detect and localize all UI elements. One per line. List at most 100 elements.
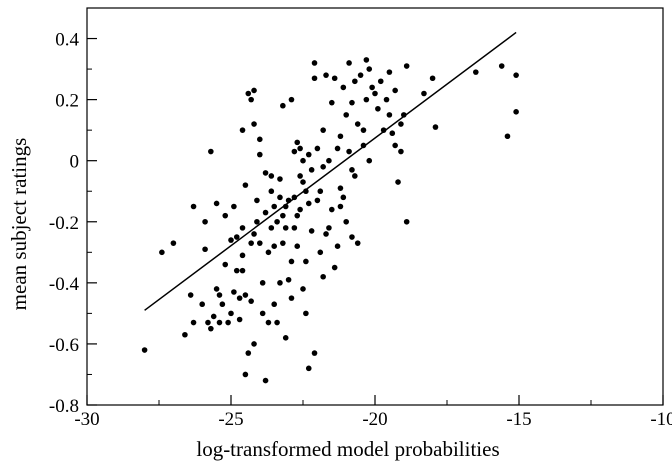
plot-area: -30 -25 -20 -15 -10 -0.8 -0.6 -0.4 -0.2 0 0.2 0.4 <box>49 7 672 430</box>
x-axis-ticks: -30 -25 -20 -15 -10 <box>74 395 672 430</box>
data-point <box>300 286 306 292</box>
data-point <box>340 84 347 91</box>
data-point <box>239 225 246 231</box>
data-point <box>308 167 315 173</box>
data-point <box>320 273 326 280</box>
y-tick-label: -0.2 <box>49 213 79 234</box>
data-point <box>242 292 249 298</box>
y-tick-label: 0.2 <box>55 91 79 112</box>
data-point <box>392 87 398 94</box>
data-point <box>190 319 197 326</box>
y-tick-label: 0.4 <box>55 30 79 51</box>
x-tick-label: -30 <box>74 409 99 430</box>
data-point <box>392 142 398 149</box>
data-point <box>265 249 272 256</box>
data-point <box>300 179 306 185</box>
data-point <box>498 63 505 69</box>
data-point <box>513 109 519 115</box>
data-point <box>375 105 381 112</box>
x-tick-label: -10 <box>650 409 672 430</box>
x-tick-label: -15 <box>506 409 531 430</box>
data-point <box>326 225 332 231</box>
data-point <box>274 218 280 225</box>
data-point <box>248 96 254 103</box>
x-tick-label: -25 <box>218 409 243 430</box>
data-point <box>389 130 396 137</box>
data-point <box>331 75 338 82</box>
data-point <box>251 87 257 94</box>
data-point <box>277 194 283 201</box>
data-point <box>346 60 352 66</box>
data-point <box>233 267 240 274</box>
data-point <box>216 319 223 326</box>
data-point <box>386 112 393 118</box>
data-point <box>305 151 312 158</box>
data-point <box>291 148 298 155</box>
data-point <box>259 280 266 286</box>
data-point <box>377 78 384 85</box>
data-point <box>202 246 208 253</box>
data-point <box>233 234 240 240</box>
data-point <box>291 225 298 231</box>
data-point <box>337 185 344 191</box>
data-point <box>285 276 292 283</box>
data-point <box>239 127 246 133</box>
data-point <box>202 218 208 225</box>
data-point <box>294 139 301 146</box>
data-point <box>334 243 341 249</box>
data-point <box>216 292 223 298</box>
data-point <box>311 350 318 356</box>
data-point <box>346 148 352 155</box>
data-point <box>317 188 324 195</box>
data-point <box>268 173 275 179</box>
data-point <box>308 228 315 234</box>
data-point <box>262 170 269 176</box>
data-point <box>305 365 312 372</box>
data-point <box>357 72 364 78</box>
data-point <box>340 194 347 201</box>
data-point <box>383 96 390 103</box>
data-point <box>274 319 280 326</box>
data-point <box>432 124 439 130</box>
data-point <box>513 72 519 78</box>
data-point <box>343 218 350 225</box>
data-point <box>282 225 289 231</box>
data-point <box>222 212 229 219</box>
data-point <box>187 292 194 298</box>
data-point <box>208 325 214 332</box>
data-point <box>352 78 358 85</box>
data-point <box>320 127 326 133</box>
data-point <box>300 157 306 164</box>
data-point <box>294 212 301 219</box>
data-point <box>280 102 286 109</box>
data-point <box>141 347 148 353</box>
data-point <box>369 84 375 91</box>
data-point <box>213 200 220 207</box>
data-point <box>190 203 197 210</box>
data-point <box>262 377 269 384</box>
data-point <box>242 371 249 378</box>
data-point <box>265 319 272 326</box>
data-point <box>398 121 404 127</box>
data-point <box>360 127 367 133</box>
data-point <box>398 148 404 155</box>
data-point <box>331 264 338 271</box>
data-point <box>254 218 260 225</box>
data-point <box>231 203 237 210</box>
data-point <box>248 240 254 246</box>
data-point <box>262 209 269 216</box>
data-point <box>282 335 289 341</box>
data-point <box>386 69 393 75</box>
data-point <box>271 203 278 210</box>
data-point <box>349 234 355 240</box>
data-point <box>228 237 234 243</box>
data-point <box>280 240 286 246</box>
data-point <box>349 99 355 106</box>
data-point <box>254 197 260 204</box>
plot-frame <box>86 7 664 406</box>
y-tick-label: -0.8 <box>49 396 79 417</box>
data-point <box>159 249 165 256</box>
data-point <box>222 261 229 268</box>
data-point <box>403 218 410 225</box>
